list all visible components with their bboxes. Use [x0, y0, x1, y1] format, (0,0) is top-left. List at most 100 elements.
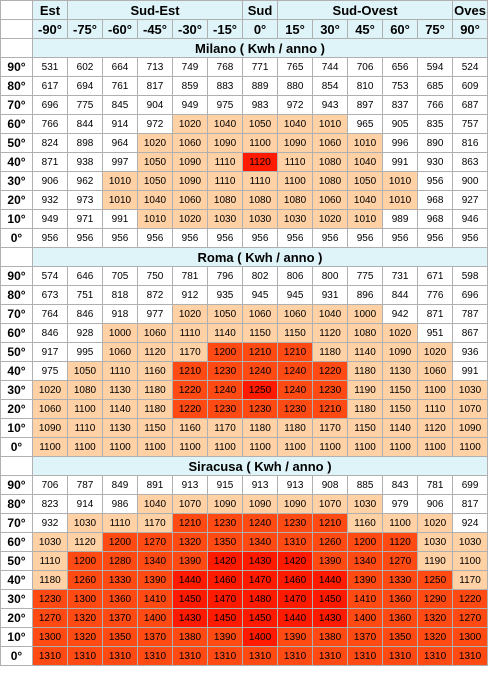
value-cell: 1150	[277, 323, 314, 343]
value-cell: 1170	[137, 513, 173, 533]
value-cell: 1090	[206, 133, 244, 153]
table-row: 60° 766 844 914 972 1020 1040 1050 1040 1010 965 90…	[0, 114, 489, 134]
table-row: 0° 1100 1100 1100 1100 1100 1100 1100 1100 1100 11…	[0, 437, 489, 457]
value-cell: 1190	[347, 380, 384, 400]
value-cell: 854	[312, 76, 349, 96]
value-cell: 846	[67, 304, 103, 324]
value-cell: 871	[417, 304, 454, 324]
value-cell: 1220	[452, 589, 489, 609]
value-cell: 1270	[32, 608, 68, 628]
value-cell: 1100	[452, 551, 489, 571]
value-cell: 1110	[242, 171, 279, 191]
value-cell: 849	[102, 475, 138, 495]
value-cell: 1320	[417, 627, 454, 647]
value-cell: 1460	[206, 570, 244, 590]
value-cell: 938	[67, 152, 103, 172]
value-cell: 1390	[206, 627, 244, 647]
value-cell: 917	[32, 342, 68, 362]
value-cell: 1460	[277, 570, 314, 590]
azimuth-header-cell: 90°	[452, 19, 489, 39]
azimuth-header-cell: 45°	[347, 19, 384, 39]
value-cell: 1000	[347, 304, 384, 324]
value-cell: 796	[206, 266, 244, 286]
value-cell: 1040	[206, 114, 244, 134]
value-cell: 1470	[242, 570, 279, 590]
value-cell: 775	[347, 266, 384, 286]
value-cell: 977	[137, 304, 173, 324]
value-cell: 1290	[417, 589, 454, 609]
value-cell: 956	[312, 228, 349, 248]
value-cell: 956	[382, 228, 419, 248]
value-cell: 1000	[102, 323, 138, 343]
value-cell: 956	[67, 228, 103, 248]
value-cell: 1110	[172, 323, 208, 343]
value-cell: 1320	[67, 608, 103, 628]
value-cell: 1390	[137, 570, 173, 590]
value-cell: 594	[417, 57, 454, 77]
value-cell: 765	[277, 57, 314, 77]
tilt-label: 0°	[0, 437, 33, 457]
value-cell: 617	[32, 76, 68, 96]
value-cell: 1060	[137, 323, 173, 343]
value-cell: 890	[417, 133, 454, 153]
value-cell: 1120	[312, 323, 349, 343]
value-cell: 1420	[277, 551, 314, 571]
value-cell: 1100	[102, 437, 138, 457]
value-cell: 930	[417, 152, 454, 172]
value-cell: 949	[172, 95, 208, 115]
group-sud-est: Sud-Est	[66, 0, 244, 20]
value-cell: 609	[452, 76, 489, 96]
value-cell: 1330	[102, 570, 138, 590]
value-cell: 1060	[242, 304, 279, 324]
table-row: 30° 1230 1300 1360 1410 1450 1470 1480 1470 1450 1…	[0, 589, 489, 609]
tilt-label: 10°	[0, 209, 33, 229]
value-cell: 927	[452, 190, 489, 210]
table-row: 40° 975 1050 1110 1160 1210 1230 1240 1240 1220 11…	[0, 361, 489, 381]
tilt-label: 60°	[0, 323, 33, 343]
table-row: 70° 932 1030 1110 1170 1210 1230 1240 1230 1210 11…	[0, 513, 489, 533]
value-cell: 800	[312, 266, 349, 286]
tilt-label: 40°	[0, 361, 33, 381]
value-cell: 817	[452, 494, 489, 514]
table-row: 40° 1180 1260 1330 1390 1440 1460 1470 1460 1440 1…	[0, 570, 489, 590]
value-cell: 1100	[452, 437, 489, 457]
value-cell: 1380	[312, 627, 349, 647]
value-cell: 1100	[417, 380, 454, 400]
value-cell: 1020	[417, 342, 454, 362]
value-cell: 1040	[137, 494, 173, 514]
value-cell: 823	[32, 494, 68, 514]
value-cell: 867	[452, 323, 489, 343]
value-cell: 1050	[137, 171, 173, 191]
value-cell: 1100	[382, 437, 419, 457]
value-cell: 968	[417, 190, 454, 210]
value-cell: 1310	[277, 532, 314, 552]
value-cell: 891	[137, 475, 173, 495]
value-cell: 1180	[137, 380, 173, 400]
tilt-label: 90°	[0, 266, 33, 286]
value-cell: 949	[32, 209, 68, 229]
value-cell: 1090	[172, 152, 208, 172]
value-cell: 1320	[67, 627, 103, 647]
value-cell: 1130	[102, 380, 138, 400]
tilt-label: 80°	[0, 76, 33, 96]
value-cell: 956	[137, 228, 173, 248]
value-cell: 1210	[172, 361, 208, 381]
tilt-label: 50°	[0, 342, 33, 362]
value-cell: 1450	[206, 608, 244, 628]
value-cell: 824	[32, 133, 68, 153]
value-cell: 1210	[242, 342, 279, 362]
value-cell: 1230	[32, 589, 68, 609]
value-cell: 1200	[67, 551, 103, 571]
table-row: 0° 1310 1310 1310 1310 1310 1310 1310 1310 1310 13…	[0, 646, 489, 666]
value-cell: 1030	[417, 532, 454, 552]
value-cell: 1310	[242, 646, 279, 666]
azimuth-header-cell: -30°	[172, 19, 208, 39]
value-cell: 1150	[382, 380, 419, 400]
value-cell: 713	[137, 57, 173, 77]
value-cell: 975	[32, 361, 68, 381]
value-cell: 806	[277, 266, 314, 286]
value-cell: 1170	[172, 342, 208, 362]
value-cell: 1030	[347, 494, 384, 514]
value-cell: 1450	[242, 608, 279, 628]
value-cell: 956	[277, 228, 314, 248]
